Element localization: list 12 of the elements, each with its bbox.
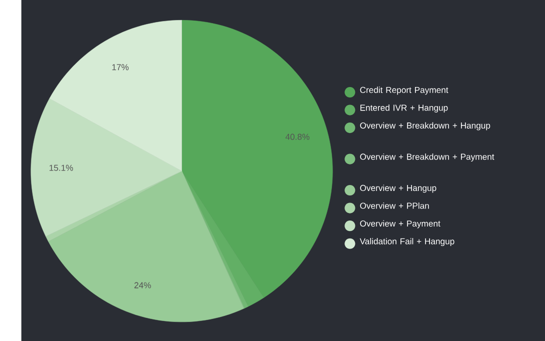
legend-label: Validation Fail + Hangup (360, 238, 454, 246)
legend-label: Overview + Breakdown + Payment (360, 153, 494, 162)
data-label: 17% (112, 64, 129, 70)
data-label: 24% (134, 282, 151, 288)
data-label: 15.1% (50, 164, 74, 171)
legend-label: Overview + PPlan (360, 202, 429, 209)
legend-label: Overview + Payment (360, 220, 440, 228)
legend-label: Overview + Breakdown + Hangup (360, 122, 490, 130)
legend-label: Credit Report Payment (360, 86, 448, 95)
data-label: 40.8% (285, 134, 310, 140)
legend-label: Entered IVR + Hangup (360, 104, 448, 112)
legend-label: Overview + Hangup (360, 184, 436, 193)
